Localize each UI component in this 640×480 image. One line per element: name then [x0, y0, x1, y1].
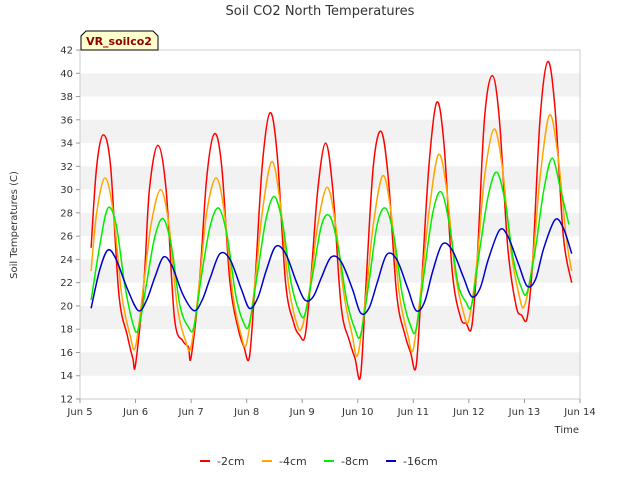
x-tick-label: Jun 14 — [563, 407, 596, 418]
x-tick-label: Jun 11 — [397, 407, 430, 418]
x-tick-label: Jun 12 — [452, 407, 485, 418]
y-tick-label: 28 — [60, 208, 73, 219]
y-tick-label: 14 — [60, 371, 73, 382]
y-tick-label: 42 — [60, 46, 73, 57]
y-tick-label: 36 — [60, 115, 73, 126]
legend-label: -4cm — [279, 455, 307, 468]
series-lines — [90, 60, 573, 380]
series-line-0 — [90, 60, 573, 380]
grid-band — [80, 305, 580, 330]
y-tick-label: 26 — [60, 232, 73, 243]
y-tick-label: 20 — [60, 301, 73, 312]
x-tick-label: Jun 9 — [289, 407, 315, 418]
legend-label: -8cm — [341, 455, 369, 468]
x-tick-label: Jun 13 — [508, 407, 541, 418]
badge: VR_soilco2 — [80, 30, 159, 51]
x-axis-label: Time — [554, 425, 579, 436]
y-tick-label: 38 — [60, 92, 73, 103]
y-tick-label: 30 — [60, 185, 73, 196]
grid-band — [80, 352, 580, 376]
chart-title: Soil CO2 North Temperatures — [226, 4, 415, 19]
y-tick-label: 12 — [60, 395, 73, 406]
series-line-2 — [90, 157, 570, 339]
x-axis: Jun 5 Jun 6 Jun 7 Jun 8 Jun 9 Jun 10 Jun 11 Jun… — [66, 399, 596, 418]
legend-label: -2cm — [217, 455, 245, 468]
grid-band — [80, 73, 580, 97]
x-tick-label: Jun 10 — [341, 407, 374, 418]
grid-band — [80, 119, 580, 144]
y-tick-label: 34 — [60, 139, 73, 150]
series-line-3 — [90, 218, 573, 316]
grid-band — [80, 166, 580, 190]
x-tick-label: Jun 7 — [178, 407, 204, 418]
legend-label: -16cm — [403, 455, 438, 468]
plot-area-border — [79, 49, 581, 400]
y-tick-label: 16 — [60, 348, 73, 359]
grid-bands — [80, 73, 580, 376]
x-tick-label: Jun 8 — [233, 407, 259, 418]
y-tick-label: 40 — [60, 69, 73, 80]
y-axis: 12 14 16 18 20 22 24 26 28 30 32 34 36 38 40 42 — [60, 46, 80, 406]
x-tick-label: Jun 5 — [66, 407, 92, 418]
y-tick-label: 18 — [60, 325, 73, 336]
grid-band — [80, 259, 580, 283]
y-axis-label: Soil Temperatures (C) — [9, 171, 20, 279]
legend: -2cm -4cm -8cm -16cm — [200, 455, 438, 468]
badge-label: VR_soilco2 — [86, 35, 152, 48]
x-tick-label: Jun 6 — [122, 407, 148, 418]
y-tick-label: 32 — [60, 162, 73, 173]
y-tick-label: 24 — [60, 255, 73, 266]
badge-box — [80, 30, 159, 51]
y-tick-label: 22 — [60, 278, 73, 289]
